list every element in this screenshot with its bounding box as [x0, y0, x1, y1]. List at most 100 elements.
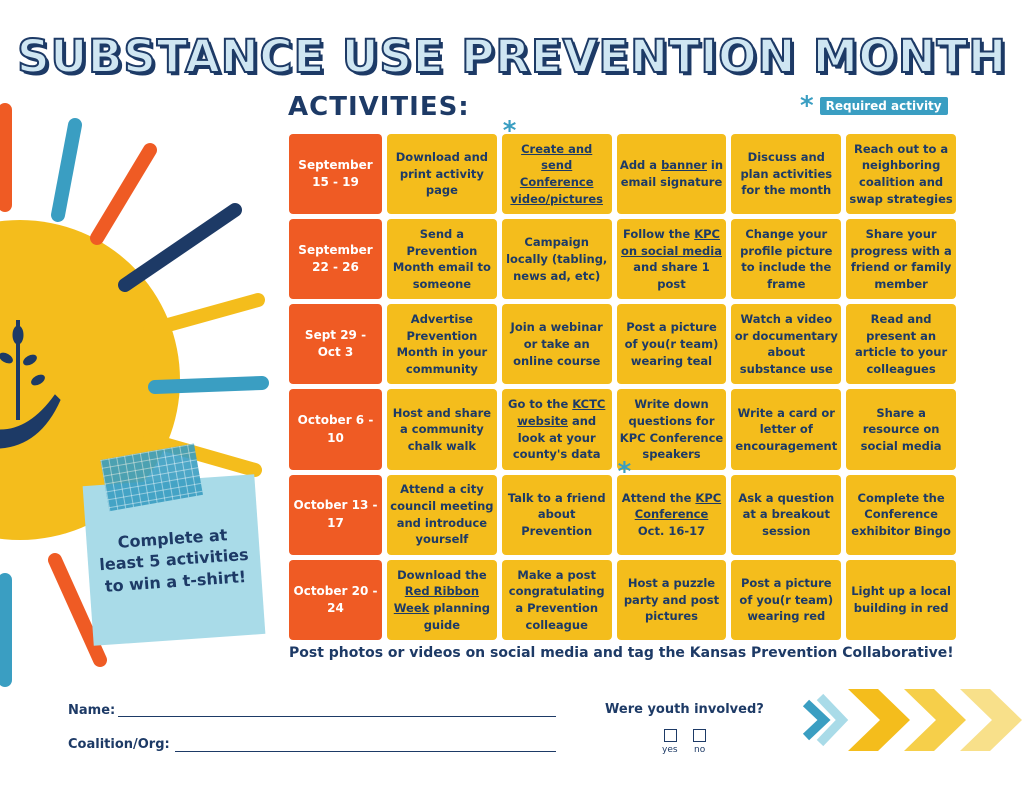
activity-link[interactable]: banner: [661, 158, 707, 173]
week-label: Sept 29 - Oct 3: [289, 304, 382, 385]
activity-text: Talk to a friend about Prevention: [505, 490, 609, 540]
activity-label: Write a card or letter of encouragement: [735, 405, 838, 453]
activity-cell: Send a Prevention Month email to someone: [387, 219, 497, 300]
activity-label: Share your progress with a friend or fam…: [850, 226, 952, 291]
activity-label: Watch a video or documentary about subst…: [734, 312, 838, 377]
activity-label: Advertise Prevention Month in your commu…: [396, 312, 488, 377]
activity-label: Download and print activity page: [395, 150, 489, 198]
activities-heading: ACTIVITIES:: [288, 92, 470, 122]
activity-cell: Follow the KPC on social media and share…: [616, 219, 727, 300]
activity-cell: Post a picture of you(r team) wearing re…: [731, 559, 842, 640]
name-field[interactable]: [118, 700, 556, 717]
week-label: October 6 - 10: [289, 389, 382, 470]
activity-text: Follow the KPC on social media and share…: [620, 226, 724, 293]
activity-cell: Talk to a friend about Prevention: [501, 474, 612, 555]
sticky-note: Complete at least 5 activities to win a …: [82, 443, 266, 646]
week-label: September 15 - 19: [289, 134, 382, 215]
activity-cell: Download the Red Ribbon Week planning gu…: [387, 559, 497, 640]
activity-text: Watch a video or documentary about subst…: [734, 311, 838, 378]
activity-text: Host and share a community chalk walk: [390, 405, 494, 455]
activity-cell: Discuss and plan activities for the mont…: [731, 134, 842, 215]
activity-link[interactable]: KPC Conference: [634, 490, 722, 522]
yes-label: yes: [662, 745, 678, 755]
name-label: Name:: [68, 703, 116, 718]
activity-link[interactable]: KPC on social media: [620, 226, 722, 258]
activity-cell: Post a picture of you(r team) wearing te…: [616, 304, 727, 385]
activity-cell: Attend a city council meeting and introd…: [387, 474, 497, 555]
activity-cell: Change your profile picture to include t…: [731, 219, 842, 300]
activity-cell: Write down questions for KPC Conference …: [616, 389, 727, 470]
activity-label: Oct. 16-17: [637, 524, 706, 539]
activity-text: Advertise Prevention Month in your commu…: [390, 311, 494, 378]
activity-label: Write down questions for KPC Conference …: [619, 397, 724, 462]
activity-label: and share 1 post: [633, 260, 710, 291]
activity-text: Reach out to a neighboring coalition and…: [849, 141, 953, 208]
activity-text: Download and print activity page: [390, 149, 494, 199]
activity-text: Campaign locally (tabling, news ad, etc): [505, 234, 609, 284]
ray: [48, 553, 107, 667]
activity-text: Add a banner in email signature: [620, 157, 724, 190]
activity-cell: Join a webinar or take an online course: [501, 304, 612, 385]
ray: [118, 203, 242, 292]
activity-label: Post a picture of you(r team) wearing te…: [624, 320, 719, 368]
activity-label: Talk to a friend about Prevention: [507, 490, 606, 539]
activity-text: Write a card or letter of encouragement: [734, 405, 838, 455]
org-field[interactable]: [175, 735, 556, 752]
no-checkbox[interactable]: [693, 729, 706, 742]
activity-link[interactable]: Red Ribbon Week: [393, 584, 480, 615]
activity-cell: * Attend the KPC Conference Oct. 16-17: [616, 459, 727, 555]
activity-text: Host a puzzle party and post pictures: [620, 575, 724, 625]
activity-text: Complete the Conference exhibitor Bingo: [849, 490, 953, 540]
activity-cell: Share a resource on social media: [846, 389, 956, 470]
activity-cell: Go to the KCTC website and look at your …: [501, 389, 612, 470]
activity-cell: Add a banner in email signature: [616, 134, 727, 215]
yes-checkbox[interactable]: [664, 729, 677, 742]
activity-label: Attend the: [621, 490, 696, 505]
page-title: SUBSTANCE USE PREVENTION MONTH: [16, 29, 1007, 84]
activity-cell: * Create and send Conference video/pictur…: [501, 118, 612, 215]
activity-cell: Host a puzzle party and post pictures: [616, 559, 727, 640]
activity-text: Create and send Conference video/picture…: [505, 141, 609, 208]
sun-graphic: [0, 103, 269, 687]
activity-cell: Host and share a community chalk walk: [387, 389, 497, 470]
required-star-icon: *: [502, 116, 517, 146]
activity-text: Change your profile picture to include t…: [734, 226, 838, 293]
activity-link[interactable]: Create and send Conference video/picture…: [510, 141, 603, 206]
activity-text: Go to the KCTC website and look at your …: [505, 396, 609, 463]
activity-cell: Share your progress with a friend or fam…: [846, 219, 956, 300]
activity-grid: September 15 - 19 Download and print acti…: [289, 118, 956, 640]
activity-link[interactable]: KCTC website: [517, 397, 606, 428]
activity-text: Join a webinar or take an online course: [505, 319, 609, 369]
ray: [148, 376, 269, 394]
activity-label: planning guide: [423, 600, 490, 632]
activity-text: Read and present an article to your coll…: [849, 311, 953, 378]
activity-label: Add a: [619, 158, 662, 173]
activity-label: Host and share a community chalk walk: [392, 405, 492, 453]
activity-text: Share your progress with a friend or fam…: [849, 226, 953, 293]
activity-label: Join a webinar or take an online course: [510, 320, 603, 368]
activity-label: Complete the Conference exhibitor Bingo: [851, 490, 951, 539]
activity-label: Attend a city council meeting and introd…: [390, 482, 494, 547]
activity-label: Follow the: [623, 226, 695, 241]
activity-label: Post a picture of you(r team) wearing re…: [739, 575, 834, 624]
activity-text: Post a picture of you(r team) wearing re…: [734, 575, 838, 625]
activity-cell: Campaign locally (tabling, news ad, etc): [501, 219, 612, 300]
activity-cell: Write a card or letter of encouragement: [731, 389, 842, 470]
week-label: October 20 - 24: [289, 559, 382, 640]
legend-label: Required activity: [819, 97, 948, 115]
activity-label: Light up a local building in red: [851, 584, 951, 615]
org-label: Coalition/Org:: [68, 737, 170, 752]
activity-label: Change your profile picture to include t…: [740, 226, 833, 291]
activity-cell: Download and print activity page: [387, 134, 497, 215]
ray: [143, 293, 265, 337]
required-star-icon: *: [617, 456, 632, 487]
hands-plant-icon: [0, 320, 61, 449]
activity-text: Light up a local building in red: [849, 583, 953, 616]
activity-text: Write down questions for KPC Conference …: [620, 396, 724, 463]
activity-cell: Watch a video or documentary about subst…: [731, 304, 842, 385]
activity-label: Make a post congratulating a Prevention …: [508, 567, 605, 632]
activity-cell: Light up a local building in red: [846, 559, 956, 640]
activity-text: Share a resource on social media: [849, 405, 953, 455]
activity-label: and look at your county's data: [512, 413, 601, 462]
required-star-icon: *: [800, 91, 814, 121]
